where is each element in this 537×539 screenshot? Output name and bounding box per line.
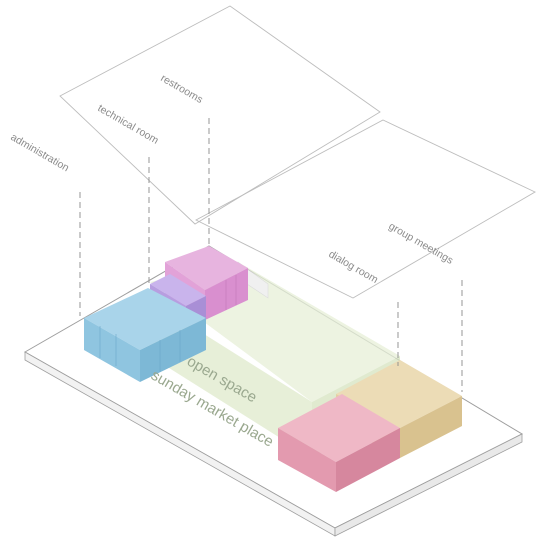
dialog-room-volume <box>278 394 400 492</box>
label-restrooms: restrooms <box>159 72 205 106</box>
label-technical-room: technical room <box>96 102 161 147</box>
upper-floor-plate-left <box>59 5 381 225</box>
label-group-meetings: group meetings <box>387 220 456 267</box>
label-dialog-room: dialog room <box>327 248 381 286</box>
administration-volume <box>84 288 206 382</box>
upper-floor-plate-right <box>195 119 536 299</box>
ground-slab-front-right <box>334 433 523 537</box>
label-administration: administration <box>9 131 72 174</box>
